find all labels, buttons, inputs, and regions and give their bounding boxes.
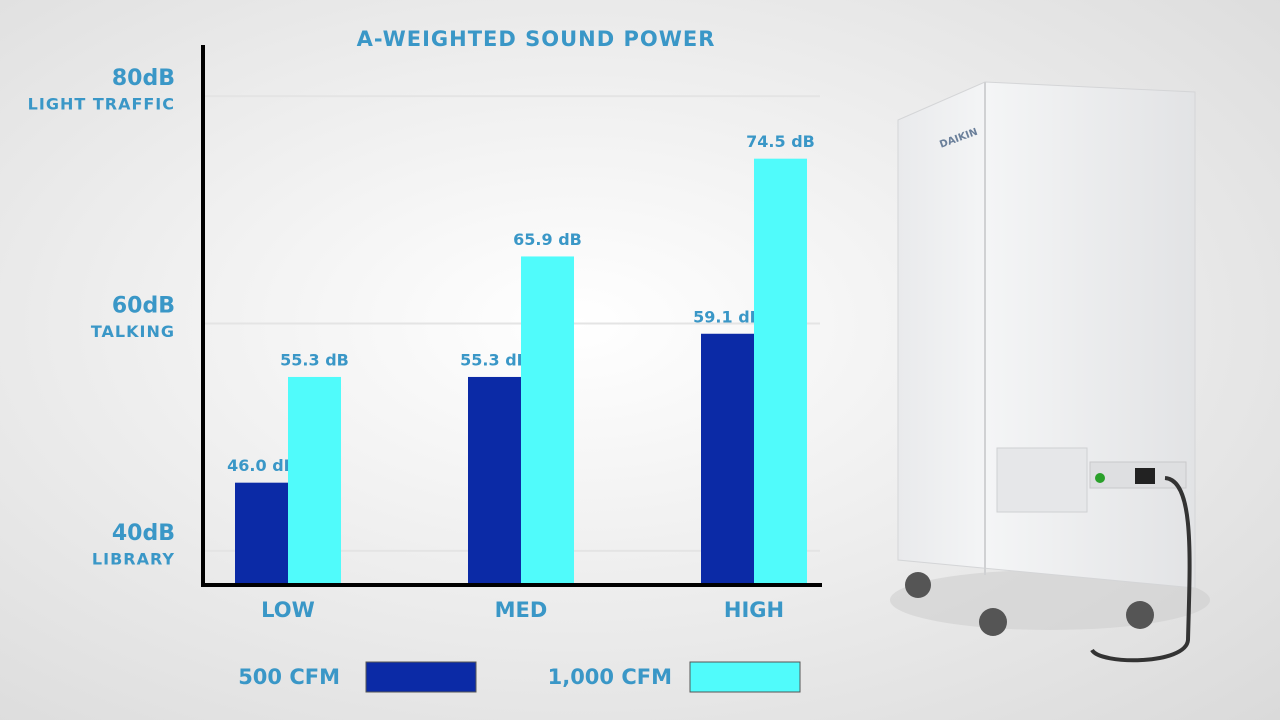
- bar: [754, 158, 807, 585]
- y-tick-note: LIBRARY: [92, 549, 175, 568]
- bar: [235, 482, 288, 585]
- value-label: 65.9 dB: [513, 230, 582, 249]
- x-tick-label: LOW: [261, 598, 315, 622]
- x-tick-label: MED: [495, 598, 548, 622]
- y-tick-note: LIGHT TRAFFIC: [28, 95, 175, 114]
- value-label: 55.3 dB: [280, 350, 349, 369]
- legend-swatch: [689, 661, 801, 693]
- y-tick-label: 60dB: [112, 294, 175, 319]
- bar: [288, 376, 341, 585]
- bar: [701, 333, 754, 585]
- value-label: 55.3 dB: [460, 350, 529, 369]
- value-label: 74.5 dB: [746, 132, 815, 151]
- y-tick-note: TALKING: [91, 322, 175, 341]
- value-label: 59.1 dB: [693, 307, 762, 326]
- bar: [521, 256, 574, 585]
- y-tick-label: 80dB: [112, 66, 175, 91]
- legend-swatch: [365, 661, 477, 693]
- legend-label: 500 CFM: [238, 665, 340, 689]
- y-tick-label: 40dB: [112, 521, 175, 546]
- chart-title: A-WEIGHTED SOUND POWER: [357, 27, 716, 51]
- air-purifier: DAIKIN: [890, 81, 1210, 663]
- x-tick-label: HIGH: [724, 598, 784, 622]
- bar: [468, 376, 521, 585]
- value-label: 46.0 dB: [227, 456, 296, 475]
- legend-label: 1,000 CFM: [548, 665, 672, 689]
